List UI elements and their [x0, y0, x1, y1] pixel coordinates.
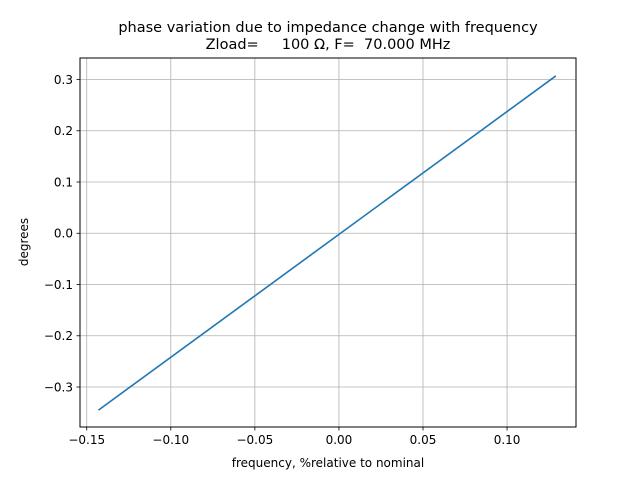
grid [80, 58, 576, 427]
chart-subtitle: Zload= 100 Ω, F= 70.000 MHz [206, 37, 451, 53]
x-tick-label: −0.15 [68, 433, 105, 447]
y-tick-label: 0.0 [54, 227, 73, 241]
plot-lines [98, 75, 557, 411]
y-axis-ticks: −0.3 −0.2 −0.1 0.0 0.1 0.2 0.3 [44, 73, 80, 394]
plot-frame [79, 57, 577, 428]
y-tick-label: 0.3 [54, 73, 73, 87]
x-tick-label: 0.05 [410, 433, 437, 447]
x-tick-label: 0.00 [326, 433, 353, 447]
y-tick-label: −0.1 [44, 278, 73, 292]
x-tick-label: 0.10 [494, 433, 521, 447]
series-line [98, 75, 557, 411]
chart-title: phase variation due to impedance change … [118, 20, 538, 36]
x-axis-ticks: −0.15 −0.10 −0.05 0.00 0.05 0.10 [68, 427, 520, 447]
x-axis-label: frequency, %relative to nominal [232, 456, 424, 470]
y-tick-label: 0.1 [54, 175, 73, 189]
y-axis-label: degrees [17, 218, 31, 266]
x-tick-label: −0.05 [236, 433, 273, 447]
y-tick-label: 0.2 [54, 124, 73, 138]
y-tick-label: −0.3 [44, 380, 73, 394]
y-tick-label: −0.2 [44, 329, 73, 343]
x-tick-label: −0.10 [152, 433, 189, 447]
